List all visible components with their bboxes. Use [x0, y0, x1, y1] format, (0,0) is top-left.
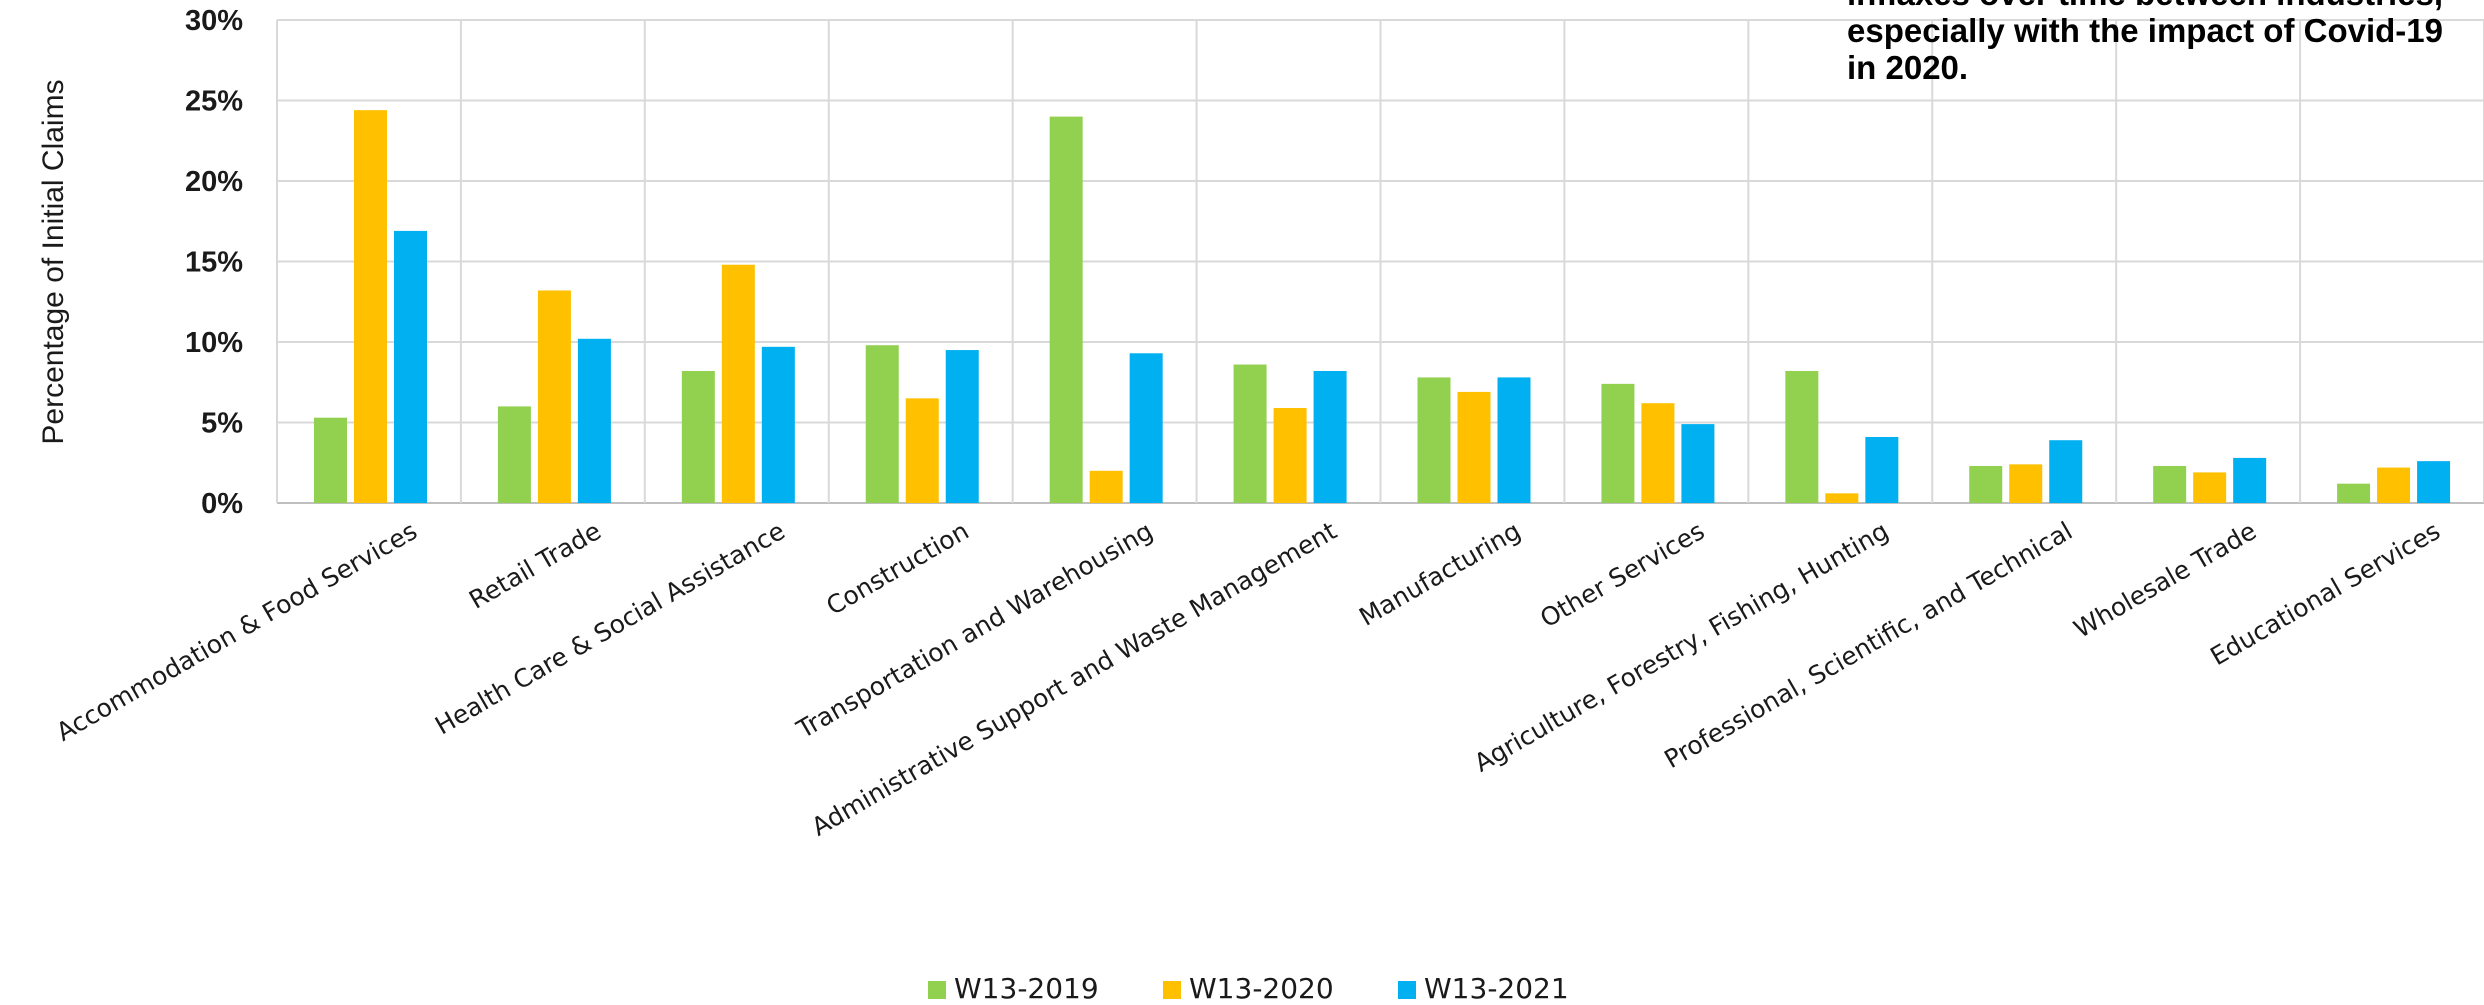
annotation-line: in 2020.: [1847, 49, 1968, 86]
annotation-line: especially with the impact of Covid-19: [1847, 12, 2443, 49]
x-tick-label: Transportation and Warehousing: [791, 516, 1158, 744]
y-axis-label: Percentage of Initial Claims: [37, 79, 70, 444]
y-tick-label: 10%: [185, 327, 243, 359]
legend: W13-2019 W13-2020 W13-2021: [928, 972, 1569, 1005]
annotation-line: inflaxes over time between industries,: [1847, 0, 2443, 12]
y-tick-label: 0%: [201, 488, 243, 520]
bar: [1825, 493, 1858, 503]
bar: [2233, 458, 2266, 503]
bar: [2153, 466, 2186, 503]
legend-label: W13-2021: [1424, 972, 1569, 1005]
bar: [2337, 484, 2370, 503]
bar: [722, 265, 755, 503]
y-tick-label: 5%: [201, 408, 243, 440]
legend-swatch: [1398, 981, 1416, 999]
bar: [538, 290, 571, 503]
x-tick-label: Retail Trade: [464, 516, 606, 615]
bar: [1314, 371, 1347, 503]
bar: [1458, 392, 1491, 503]
legend-label: W13-2020: [1189, 972, 1334, 1005]
bar: [1418, 377, 1451, 503]
bar: [1090, 471, 1123, 503]
bar: [906, 398, 939, 503]
bar: [1050, 117, 1083, 503]
bar: [1641, 403, 1674, 503]
bar: [2417, 461, 2450, 503]
x-axis-ticks: Accommodation & Food Services Retail Trad…: [51, 516, 2445, 842]
bar: [314, 418, 347, 503]
x-tick-label: Accommodation & Food Services: [51, 516, 422, 747]
bar: [1234, 365, 1267, 503]
bar: [354, 110, 387, 503]
bar: [498, 406, 531, 503]
bar: [1274, 408, 1307, 503]
bar: [1865, 437, 1898, 503]
bar: [2009, 464, 2042, 503]
y-axis-ticks: 0% 5% 10% 15% 20% 25% 30%: [185, 5, 243, 520]
bar: [1601, 384, 1634, 503]
legend-swatch: [1163, 981, 1181, 999]
legend-swatch: [928, 981, 946, 999]
bar: [866, 345, 899, 503]
y-tick-label: 15%: [185, 247, 243, 279]
bar: [1498, 377, 1531, 503]
y-tick-label: 25%: [185, 86, 243, 118]
bar: [1130, 353, 1163, 503]
x-tick-label: Construction: [821, 516, 973, 621]
bar: [682, 371, 715, 503]
x-tick-label: Manufacturing: [1354, 516, 1525, 632]
bar: [1785, 371, 1818, 503]
bar: [2377, 468, 2410, 503]
bars: [314, 110, 2450, 503]
x-tick-label: Other Services: [1535, 516, 1709, 633]
annotation: inflaxes over time between industries,es…: [1847, 0, 2443, 86]
x-tick-label: Wholesale Trade: [2069, 516, 2261, 644]
bar: [578, 339, 611, 503]
x-tick-label: Health Care & Social Assistance: [430, 516, 790, 740]
bar: [2049, 440, 2082, 503]
bar: [946, 350, 979, 503]
bar: [2193, 472, 2226, 503]
y-tick-label: 30%: [185, 5, 243, 37]
y-tick-label: 20%: [185, 166, 243, 198]
bar: [762, 347, 795, 503]
bar: [1681, 424, 1714, 503]
bar: [394, 231, 427, 503]
legend-label: W13-2019: [954, 972, 1099, 1005]
bar: [1969, 466, 2002, 503]
